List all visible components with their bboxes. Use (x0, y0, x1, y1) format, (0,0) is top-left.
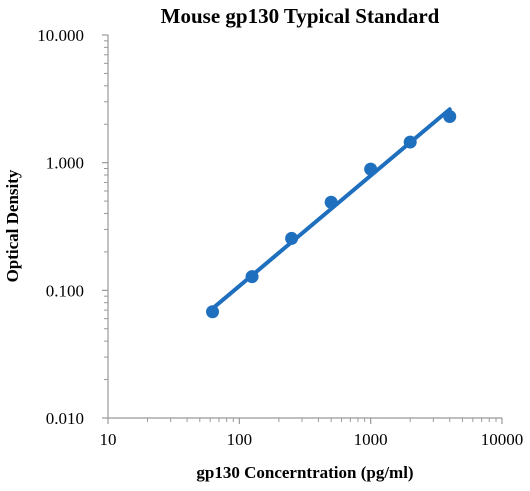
data-point (364, 162, 378, 176)
data-point (285, 231, 299, 245)
x-tick-label: 1000 (354, 430, 388, 449)
x-tick-label: 10000 (481, 430, 524, 449)
x-tick-label: 100 (227, 430, 253, 449)
plot-area: 10 100 1000 10000 0.010 0.100 1.000 10.000 (37, 26, 523, 449)
y-tick-label: 0.100 (46, 281, 84, 300)
y-axis-label: Optical Density (3, 169, 22, 282)
y-tick-label: 10.000 (37, 26, 84, 45)
data-point (403, 135, 417, 149)
data-point (443, 109, 457, 123)
data-point (245, 270, 259, 284)
x-tick-label: 10 (100, 430, 117, 449)
x-axis-label: gp130 Concerntration (pg/ml) (196, 463, 413, 482)
data-point (324, 195, 338, 209)
data-point (206, 305, 220, 319)
chart-title: Mouse gp130 Typical Standard (161, 4, 440, 28)
y-tick-label: 1.000 (46, 154, 84, 173)
y-tick-label: 0.010 (46, 409, 84, 428)
